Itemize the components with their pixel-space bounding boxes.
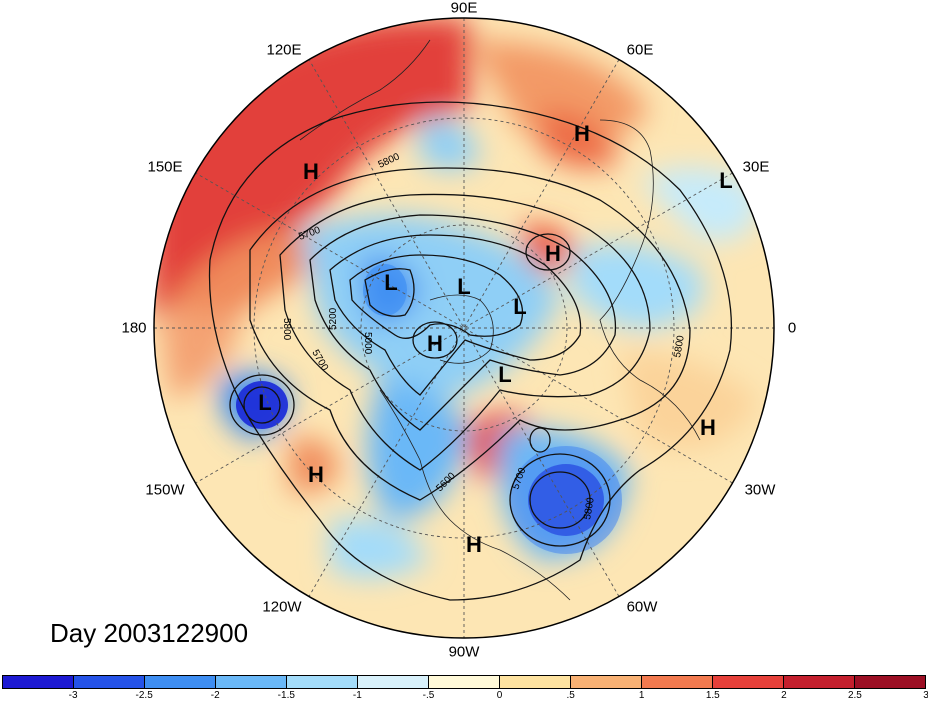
low-center-label: L — [457, 274, 471, 299]
high-center-label: H — [700, 415, 716, 440]
colorbar — [2, 675, 926, 689]
colorbar-swatch — [145, 676, 216, 688]
colorbar-swatch — [642, 676, 713, 688]
colorbar-tick-label: -1 — [352, 690, 362, 701]
high-center-label: H — [466, 532, 482, 557]
colorbar-swatch — [74, 676, 145, 688]
colorbar-tick-label: 1.5 — [705, 690, 720, 701]
graticule — [154, 18, 774, 638]
colorbar-tick-label: 3 — [923, 690, 928, 701]
contour-label: 5800 — [281, 318, 292, 341]
low-center-label: L — [498, 362, 512, 387]
contour-label: 5800 — [582, 496, 597, 520]
high-center-label: H — [303, 159, 319, 184]
colorbar-swatch — [784, 676, 855, 688]
low-center-label: L — [384, 270, 398, 295]
colorbar-tick-label: 2 — [781, 690, 787, 701]
low-center-label: L — [258, 390, 272, 415]
contour-label: 5800 — [672, 334, 687, 358]
lon-label-150e: 150E — [147, 158, 183, 176]
colorbar-tick-label: -2.5 — [135, 690, 153, 701]
colorbar-swatch — [855, 676, 925, 688]
colorbar-tick-label: .5 — [566, 690, 575, 701]
colorbar-tick-label: -2 — [210, 690, 220, 701]
colorbar-swatch — [713, 676, 784, 688]
colorbar-tick-label: 2.5 — [847, 690, 862, 701]
colorbar-swatch — [216, 676, 287, 688]
high-center-label: H — [427, 331, 443, 356]
low-center-label: L — [719, 168, 733, 193]
colorbar-tick-label: 1 — [638, 690, 645, 701]
contour-label: 5200 — [328, 307, 339, 330]
colorbar-tick-label: -3 — [68, 690, 78, 701]
lon-label-150w: 150W — [145, 481, 185, 499]
contour-label: 5000 — [362, 332, 373, 355]
lon-label-30w: 30W — [744, 481, 776, 499]
high-center-label: H — [574, 121, 590, 146]
lon-label-0: 0 — [787, 319, 797, 337]
colorbar-tick-label: -1.5 — [277, 690, 295, 701]
colorbar-tick-label: -.5 — [422, 690, 435, 701]
height-contours — [208, 101, 733, 601]
colorbar-swatch — [358, 676, 429, 688]
lon-label-30e: 30E — [742, 158, 770, 176]
lon-label-120w: 120W — [262, 598, 302, 616]
lon-label-120e: 120E — [266, 41, 302, 59]
coastlines — [299, 39, 701, 601]
date-label: Day 2003122900 — [50, 618, 249, 648]
colorbar-tick-label: 0 — [496, 690, 503, 701]
lon-label-90e: 90E — [450, 0, 478, 17]
colorbar-swatch — [571, 676, 642, 688]
lon-label-60e: 60E — [626, 41, 654, 59]
lon-label-90w: 90W — [448, 643, 480, 661]
high-center-label: H — [308, 462, 324, 487]
map-boundary — [153, 17, 775, 639]
lon-label-180: 180 — [121, 319, 147, 337]
colorbar-swatch — [3, 676, 74, 688]
colorbar-swatch — [500, 676, 571, 688]
lon-label-60w: 60W — [626, 598, 658, 616]
low-center-label: L — [513, 294, 527, 319]
colorbar-swatch — [429, 676, 500, 688]
colorbar-swatch — [287, 676, 358, 688]
high-center-label: H — [545, 241, 561, 266]
